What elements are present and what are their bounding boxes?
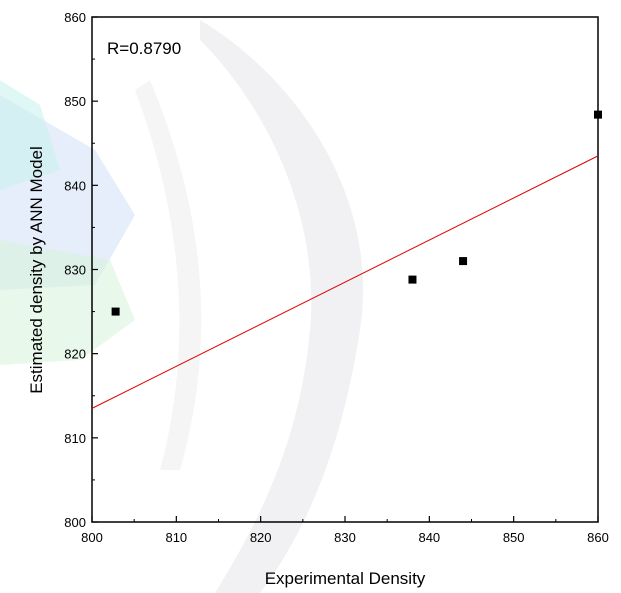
correlation-annotation: R=0.8790 [107,39,181,58]
x-tick-label: 820 [250,530,272,545]
background-watermark [0,20,364,593]
x-axis-label: Experimental Density [265,569,426,588]
y-axis: 800 810 820 830 840 850 860 [64,10,98,530]
y-tick-label: 840 [64,178,86,193]
data-point [408,275,417,284]
x-tick-label: 860 [587,530,609,545]
x-tick-label: 830 [334,530,356,545]
data-point [594,110,602,119]
x-tick-label: 810 [165,530,187,545]
x-tick-label: 840 [418,530,440,545]
y-tick-label: 800 [64,515,86,530]
data-points [111,110,602,316]
regression-line [91,155,599,409]
y-tick-label: 820 [64,347,86,362]
y-axis-label: Estimated density by ANN Model [27,146,46,394]
x-tick-label: 800 [81,530,103,545]
data-point [111,307,120,316]
y-tick-label: 850 [64,94,86,109]
x-tick-label: 850 [503,530,525,545]
data-point [459,257,468,266]
x-axis: 800 810 820 830 840 850 860 [81,516,609,545]
y-tick-label: 860 [64,10,86,25]
y-tick-label: 810 [64,431,86,446]
y-tick-label: 830 [64,263,86,278]
